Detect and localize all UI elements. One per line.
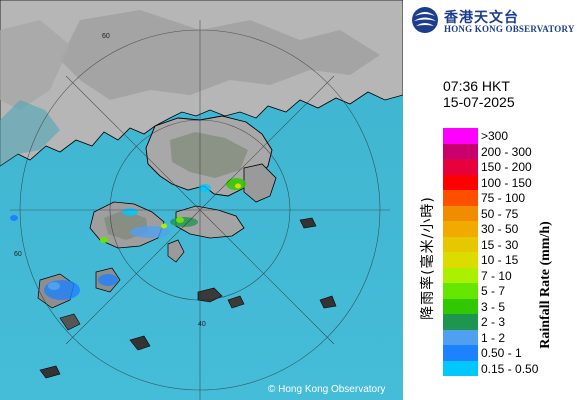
legend-swatch <box>443 314 478 330</box>
range-label-west: 60 <box>14 251 22 258</box>
west-island-3 <box>59 313 81 331</box>
legend-row: 30 - 50 <box>443 221 573 237</box>
legend-swatch <box>443 128 478 144</box>
legend-swatch <box>443 205 478 221</box>
legend-label: 30 - 50 <box>481 222 519 236</box>
legend-row: 3 - 5 <box>443 298 573 314</box>
legend-row: 75 - 100 <box>443 190 573 206</box>
pearl-river-estuary <box>0 100 60 166</box>
hko-logo: 香港天文台 HONG KONG OBSERVATORY <box>411 6 577 36</box>
observation-date: 15-07-2025 <box>443 94 515 110</box>
legend-swatch <box>443 159 478 175</box>
legend-row: 100 - 150 <box>443 174 573 190</box>
legend-row: 10 - 15 <box>443 252 573 268</box>
southern-island-2 <box>227 295 245 309</box>
legend-row: 2 - 3 <box>443 314 573 330</box>
brand-name-zh: 香港天文台 <box>444 10 519 26</box>
legend-swatch <box>443 345 478 361</box>
legend-label: 100 - 150 <box>481 175 532 190</box>
observation-time: 07:36 HKT <box>443 78 510 94</box>
mainland-texture <box>60 10 380 100</box>
legend-label: 200 - 300 <box>481 144 532 159</box>
legend-swatch <box>443 236 478 252</box>
legend-row: >300 <box>443 128 573 144</box>
legend-label: 0.50 - 1 <box>481 346 522 360</box>
legend-row: 200 - 300 <box>443 143 573 159</box>
east-island-1 <box>299 217 317 229</box>
radar-map: 60 60 40 © Hong Kong Observatory <box>0 0 403 400</box>
legend-swatch <box>443 329 478 345</box>
east-island-2 <box>319 295 337 309</box>
radar-map-canvas: 60 60 40 <box>0 0 403 400</box>
range-rings <box>10 20 390 400</box>
legend-row: 5 - 7 <box>443 283 573 299</box>
sai-kung-peninsula <box>243 163 277 203</box>
range-label-south: 40 <box>198 321 206 328</box>
legend-label: 0.15 - 0.50 <box>481 361 539 376</box>
west-island-4 <box>129 335 151 351</box>
legend-label: 2 - 3 <box>481 315 506 329</box>
legend-row: 1 - 2 <box>443 329 573 345</box>
new-territories-hills <box>170 132 248 178</box>
legend-row: 0.50 - 1 <box>443 345 573 361</box>
rainfall-legend: >300 200 - 300 150 - 200 100 - 150 75 - 100 5… <box>443 128 573 376</box>
legend-panel: 香港天文台 HONG KONG OBSERVATORY 07:36 HKT 15… <box>403 0 577 400</box>
legend-swatch <box>443 283 478 299</box>
hko-logo-icon <box>412 7 438 33</box>
legend-swatch <box>443 174 478 190</box>
legend-swatch <box>443 221 478 237</box>
legend-row: 7 - 10 <box>443 267 573 283</box>
legend-row: 0.15 - 0.50 <box>443 360 573 376</box>
legend-label: 3 - 5 <box>481 299 506 314</box>
legend-swatch <box>443 360 478 376</box>
legend-swatch <box>443 267 478 283</box>
west-island-5 <box>39 365 61 379</box>
copyright-notice: © Hong Kong Observatory <box>268 384 386 395</box>
legend-row: 50 - 75 <box>443 205 573 221</box>
legend-swatch <box>443 298 478 314</box>
legend-label: 5 - 7 <box>481 284 506 298</box>
brand-name-en: HONG KONG OBSERVATORY <box>444 24 575 34</box>
hong-kong-island <box>175 205 245 239</box>
legend-swatch <box>443 190 478 206</box>
legend-swatch <box>443 252 478 268</box>
legend-row: 150 - 200 <box>443 159 573 175</box>
legend-label: 50 - 75 <box>481 206 519 221</box>
legend-label: 1 - 2 <box>481 330 506 345</box>
lamma-island <box>167 239 185 263</box>
legend-label: 15 - 30 <box>481 237 519 252</box>
legend-title-zh: 降雨率(毫米/小時) <box>420 195 436 320</box>
legend-row: 15 - 30 <box>443 236 573 252</box>
legend-swatch <box>443 143 478 159</box>
legend-title-en: Rainfall Rate (mm/h) <box>538 221 553 349</box>
legend-label: >300 <box>481 129 509 143</box>
range-label-north: 60 <box>102 33 110 40</box>
legend-label: 10 - 15 <box>481 253 519 267</box>
legend-label: 75 - 100 <box>481 191 526 205</box>
legend-label: 7 - 10 <box>481 268 512 283</box>
mainland-texture-2 <box>0 20 70 110</box>
legend-label: 150 - 200 <box>481 160 532 174</box>
